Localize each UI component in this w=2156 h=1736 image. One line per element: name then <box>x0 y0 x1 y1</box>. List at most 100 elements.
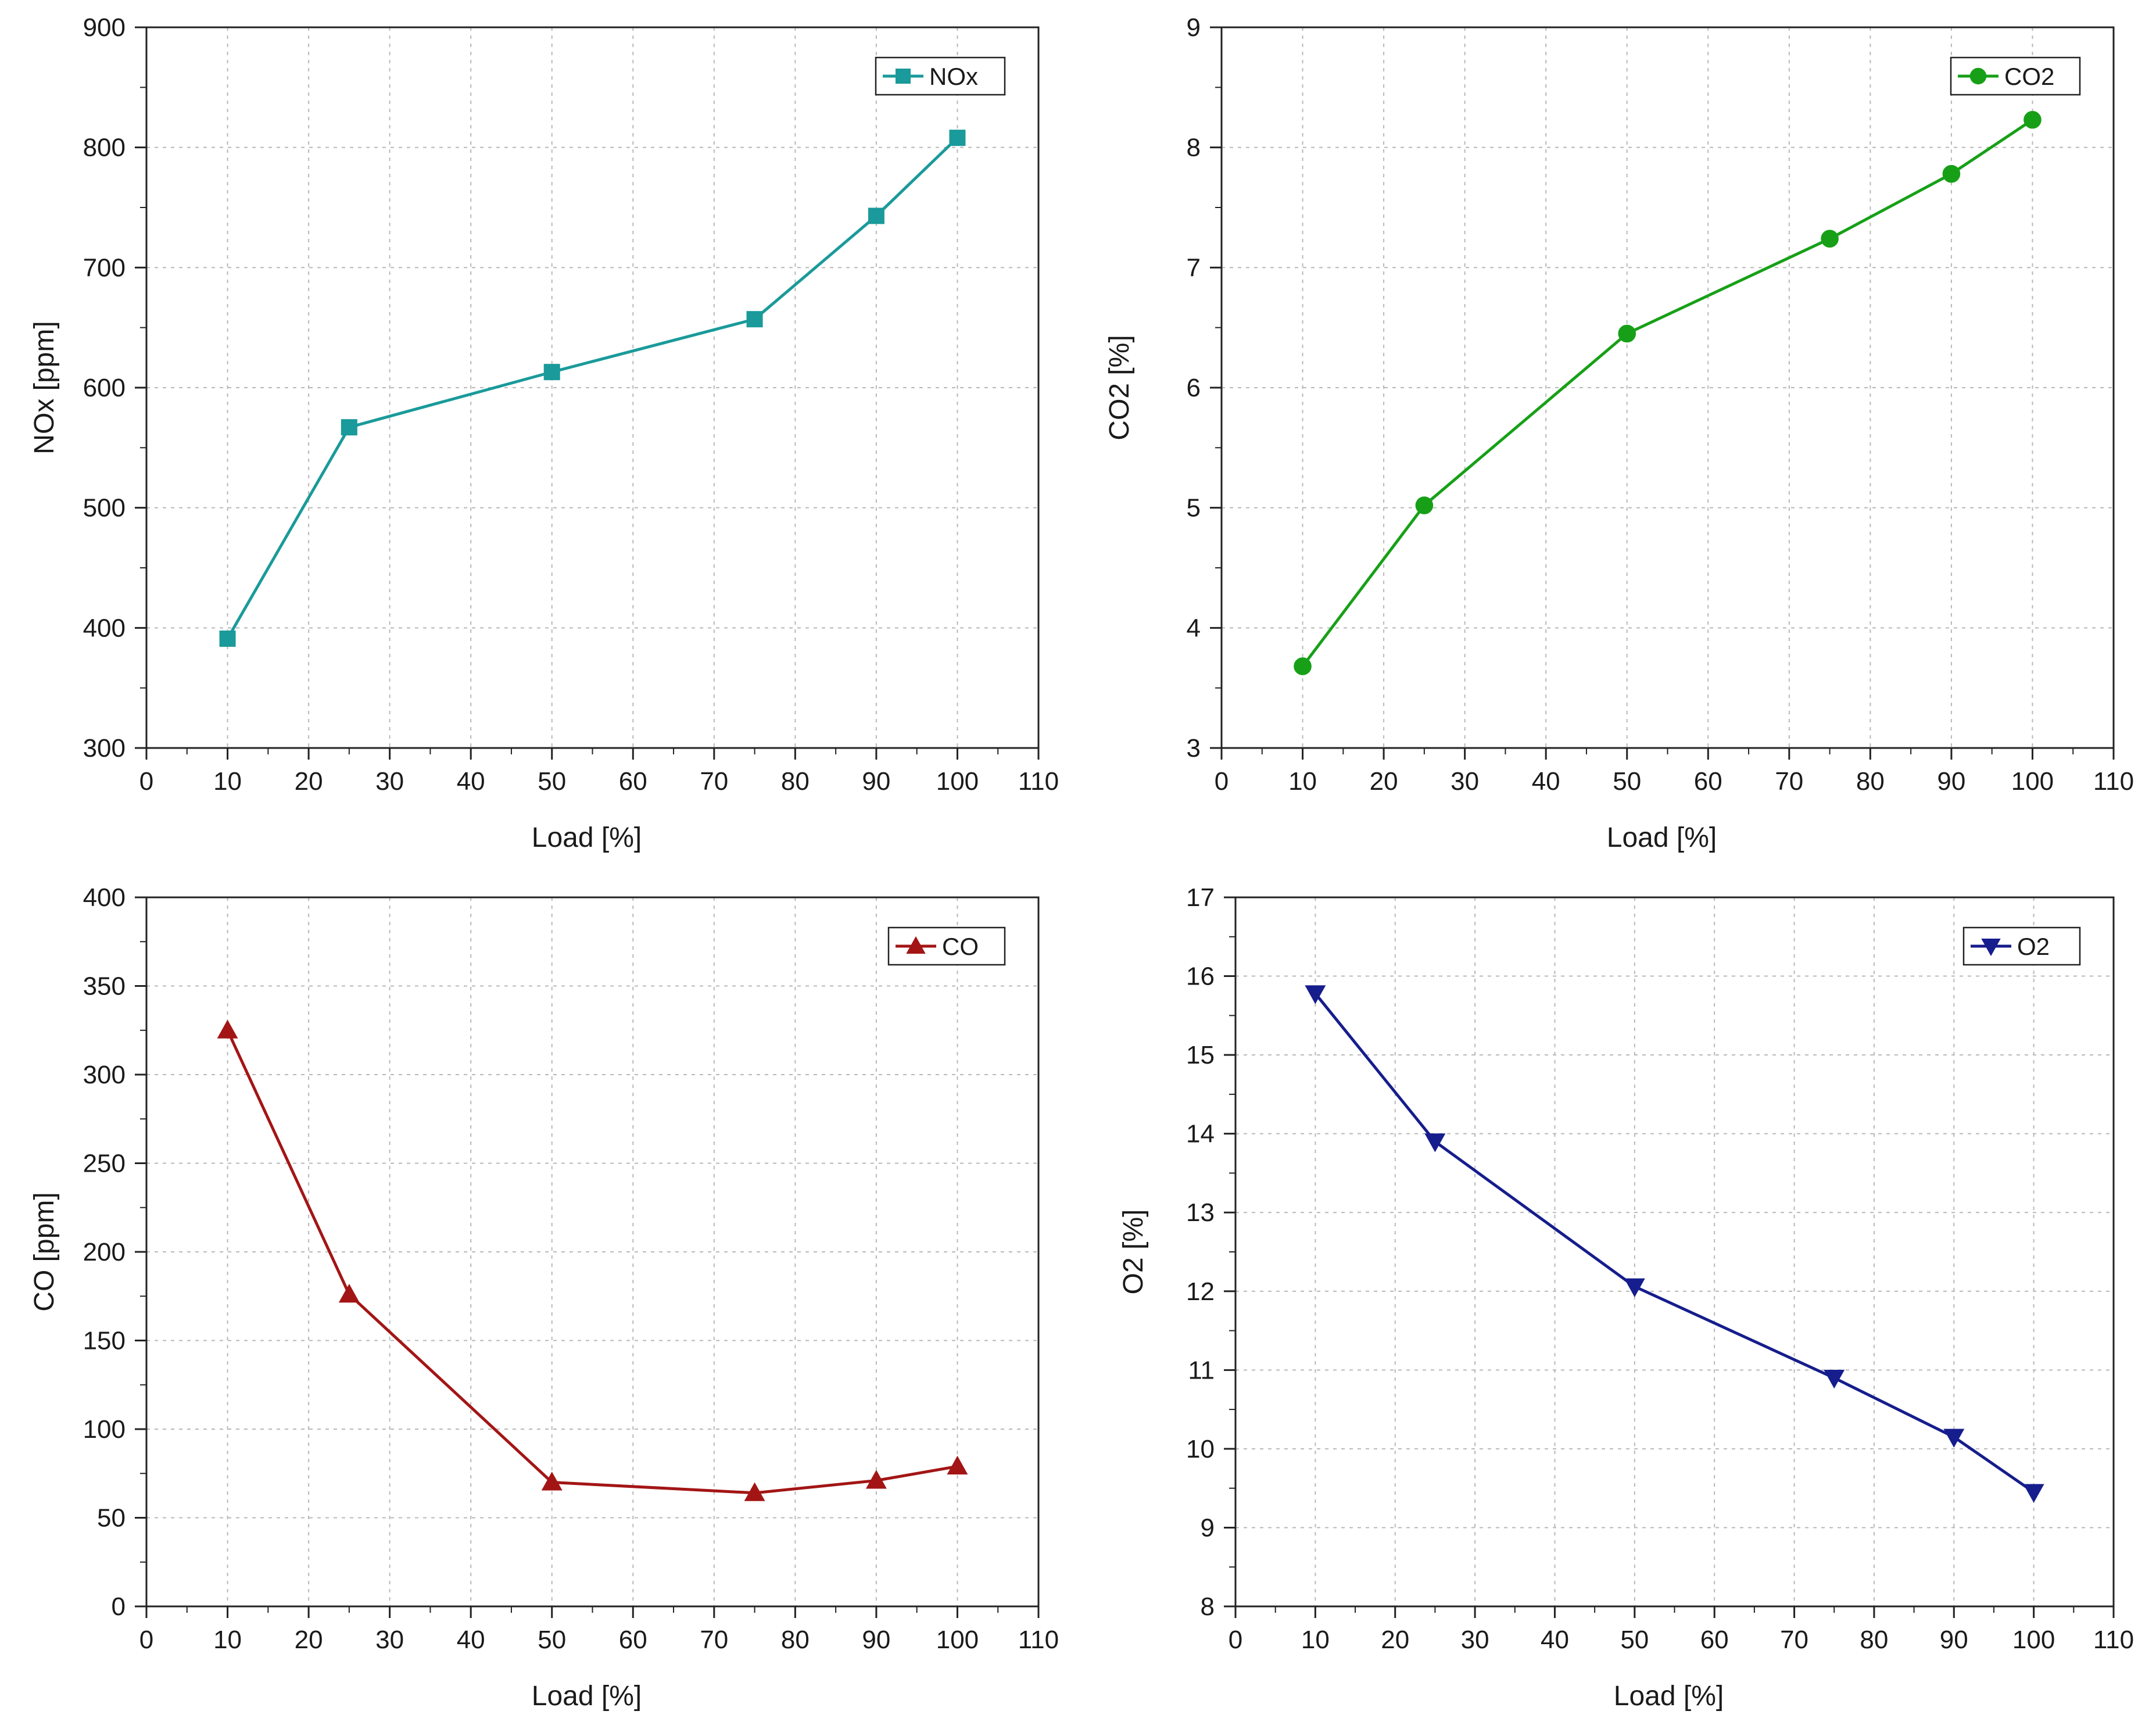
o2-x-tick-label: 20 <box>1381 1626 1409 1654</box>
o2-x-tick-label: 70 <box>1780 1626 1808 1654</box>
nox-x-tick-label: 70 <box>700 767 728 796</box>
o2-x-tick-label: 60 <box>1700 1626 1729 1654</box>
co-data-point <box>338 1283 360 1303</box>
o2-x-tick-label: 50 <box>1620 1626 1649 1654</box>
co-x-tick-label: 10 <box>213 1626 242 1654</box>
co2-y-tick-label: 4 <box>1187 614 1201 642</box>
co-data-point <box>541 1472 563 1491</box>
nox-y-tick-label: 700 <box>83 253 126 282</box>
o2-data-point <box>2023 1484 2044 1503</box>
nox-x-tick-label: 100 <box>936 767 979 796</box>
o2-y-tick-label: 13 <box>1186 1198 1215 1227</box>
nox-x-axis-title: Load [%] <box>532 822 642 853</box>
co2-legend-box <box>1950 56 2081 96</box>
nox-x-tick-label: 50 <box>538 767 566 796</box>
nox-data-point <box>949 130 966 146</box>
co-x-tick-label: 20 <box>295 1626 323 1654</box>
co2-legend-label: CO2 <box>2004 63 2054 90</box>
o2-y-tick-label: 15 <box>1186 1041 1215 1069</box>
co2-x-tick-label: 70 <box>1775 767 1803 796</box>
o2-x-tick-label: 110 <box>2093 1626 2134 1654</box>
o2-x-tick-label: 40 <box>1541 1626 1569 1654</box>
co2-data-point <box>1942 164 1961 183</box>
o2-x-tick-label: 100 <box>2012 1626 2055 1654</box>
o2-x-axis-title: Load [%] <box>1614 1681 1724 1712</box>
o2-data-point <box>1943 1429 1965 1448</box>
co2-y-tick-label: 8 <box>1187 134 1201 162</box>
o2-data-point <box>1305 985 1326 1004</box>
co-x-tick-label: 0 <box>139 1626 153 1654</box>
co2-y-tick-label: 5 <box>1187 494 1201 522</box>
nox-x-tick-label: 60 <box>619 767 647 796</box>
o2-plot-area <box>1235 897 2114 1606</box>
nox-y-tick-label: 900 <box>83 13 126 42</box>
co-legend-marker <box>906 936 926 954</box>
co-y-tick-label: 400 <box>83 883 126 912</box>
co-y-tick-label: 50 <box>97 1504 126 1533</box>
o2-x-tick-label: 0 <box>1229 1626 1242 1654</box>
co2-y-tick-label: 9 <box>1187 13 1201 42</box>
nox-x-tick-label: 80 <box>781 767 810 796</box>
nox-data-point <box>341 419 357 436</box>
nox-chart-panel: 0 10 20 30 40 50 60 70 80 90 100 110 300 400 500 600 700… <box>29 13 1059 853</box>
co-legend-label: CO <box>942 933 979 960</box>
co2-x-tick-label: 50 <box>1613 767 1641 796</box>
o2-y-tick-label: 14 <box>1186 1120 1215 1148</box>
co-x-tick-label: 90 <box>862 1626 890 1654</box>
co-y-tick-label: 300 <box>83 1061 126 1089</box>
co-y-tick-label: 200 <box>83 1238 126 1266</box>
o2-y-tick-label: 11 <box>1188 1356 1215 1384</box>
co-x-tick-label: 110 <box>1018 1626 1059 1654</box>
co-data-point <box>217 1019 238 1039</box>
co2-x-tick-label: 110 <box>2093 767 2134 796</box>
co2-x-tick-label: 100 <box>2011 767 2054 796</box>
o2-data-point <box>1624 1278 1645 1297</box>
o2-legend-label: O2 <box>2017 933 2050 960</box>
o2-x-tick-label: 10 <box>1301 1626 1330 1654</box>
co-y-tick-label: 250 <box>83 1150 126 1178</box>
nox-data-point <box>868 207 884 224</box>
o2-x-tick-label: 30 <box>1461 1626 1489 1654</box>
co-data-point <box>947 1455 968 1475</box>
o2-y-axis-title: O2 [%] <box>1118 1209 1149 1295</box>
co-x-tick-label: 60 <box>619 1626 647 1654</box>
o2-y-tick-label: 12 <box>1186 1277 1215 1306</box>
o2-y-tick-label: 8 <box>1201 1592 1215 1621</box>
co2-x-tick-label: 20 <box>1370 767 1398 796</box>
co-y-tick-label: 350 <box>83 972 126 1001</box>
co-series-line <box>226 1029 958 1495</box>
nox-data-point <box>219 630 236 647</box>
o2-data-point <box>1424 1133 1446 1152</box>
o2-y-tick-label: 10 <box>1186 1435 1215 1463</box>
o2-legend-marker <box>1981 939 2001 957</box>
nox-x-tick-label: 0 <box>139 767 153 796</box>
o2-x-tick-label: 80 <box>1860 1626 1888 1654</box>
co2-x-tick-label: 0 <box>1215 767 1229 796</box>
o2-y-tick-label: 17 <box>1186 883 1215 912</box>
co2-y-tick-label: 6 <box>1187 374 1201 402</box>
co2-x-tick-label: 30 <box>1451 767 1479 796</box>
co-y-tick-label: 100 <box>83 1415 126 1444</box>
co2-data-point <box>1294 657 1312 675</box>
nox-y-tick-label: 500 <box>83 494 126 522</box>
co2-x-tick-label: 90 <box>1937 767 1965 796</box>
co2-chart-panel: 0 10 20 30 40 50 60 70 80 90 100 110 3 4 5 6 7 8 9 Load [%]… <box>1104 13 2134 853</box>
nox-y-tick-label: 600 <box>83 374 126 402</box>
co2-data-point <box>1821 230 1839 248</box>
o2-chart-panel: 0 10 20 30 40 50 60 70 80 90 100 110 8 9 10 11 12 13 14 15 1… <box>1118 883 2134 1712</box>
co2-legend-marker <box>1969 67 1987 85</box>
co2-data-point <box>1415 496 1434 514</box>
co-y-axis-title: CO [ppm] <box>29 1192 60 1311</box>
o2-x-tick-label: 90 <box>1940 1626 1968 1654</box>
co-chart-panel: 0 10 20 30 40 50 60 70 80 90 100 110 0 50 100 150 200 250… <box>29 883 1059 1712</box>
co2-y-tick-label: 3 <box>1187 734 1201 763</box>
nox-x-tick-label: 20 <box>295 767 323 796</box>
co2-data-point <box>1618 324 1636 343</box>
o2-y-tick-label: 9 <box>1201 1513 1215 1542</box>
co-y-tick-label: 150 <box>83 1327 126 1355</box>
co-data-point <box>744 1482 765 1501</box>
co2-series-line <box>1301 119 2033 667</box>
nox-x-tick-label: 30 <box>375 767 404 796</box>
co-y-tick-label: 0 <box>112 1592 126 1621</box>
